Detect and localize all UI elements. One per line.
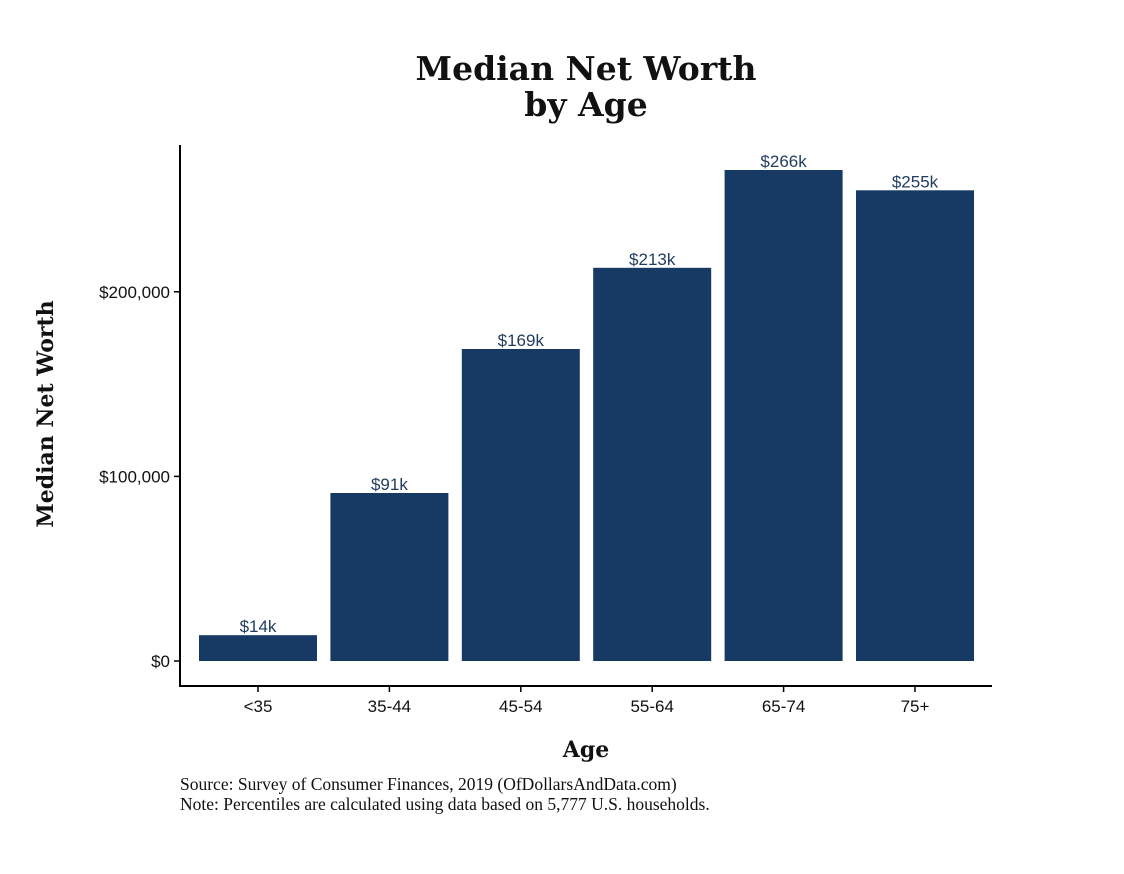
- source-note: Source: Survey of Consumer Finances, 201…: [180, 774, 677, 794]
- data-label-2: $169k: [498, 331, 545, 350]
- data-labels-group: $14k $91k $169k $213k $266k $255k: [240, 152, 939, 636]
- y-tick-label-1: $100,000: [99, 467, 170, 486]
- bar-2: [461, 349, 580, 661]
- bar-1: [330, 493, 449, 661]
- data-label-1: $91k: [371, 475, 408, 494]
- y-axis-ticks: $0 $100,000 $200,000: [99, 283, 180, 671]
- data-label-5: $255k: [892, 172, 939, 191]
- y-tick-label-2: $200,000: [99, 283, 170, 302]
- bar-3: [593, 267, 712, 661]
- y-axis-title: Median Net Worth: [33, 300, 59, 527]
- x-tick-label-4: 65-74: [762, 697, 805, 716]
- y-tick-label-0: $0: [151, 652, 170, 671]
- chart-title-line-1: Median Net Worth: [416, 49, 757, 88]
- x-tick-label-3: 55-64: [630, 697, 673, 716]
- x-axis-ticks: <35 35-44 45-54 55-64 65-74 75+: [244, 686, 930, 716]
- x-tick-label-2: 45-54: [499, 697, 542, 716]
- data-label-4: $266k: [760, 152, 807, 171]
- bar-4: [724, 170, 843, 661]
- x-tick-label-0: <35: [244, 697, 273, 716]
- percentile-note: Note: Percentiles are calculated using d…: [180, 794, 710, 814]
- data-label-3: $213k: [629, 250, 676, 269]
- chart-title-line-2: by Age: [524, 85, 647, 124]
- data-label-0: $14k: [240, 617, 277, 636]
- x-tick-label-1: 35-44: [368, 697, 411, 716]
- bar-5: [856, 190, 974, 662]
- x-tick-label-5: 75+: [901, 697, 930, 716]
- bar-0: [199, 635, 317, 661]
- x-axis-title: Age: [562, 737, 609, 763]
- bars-group: [199, 170, 974, 662]
